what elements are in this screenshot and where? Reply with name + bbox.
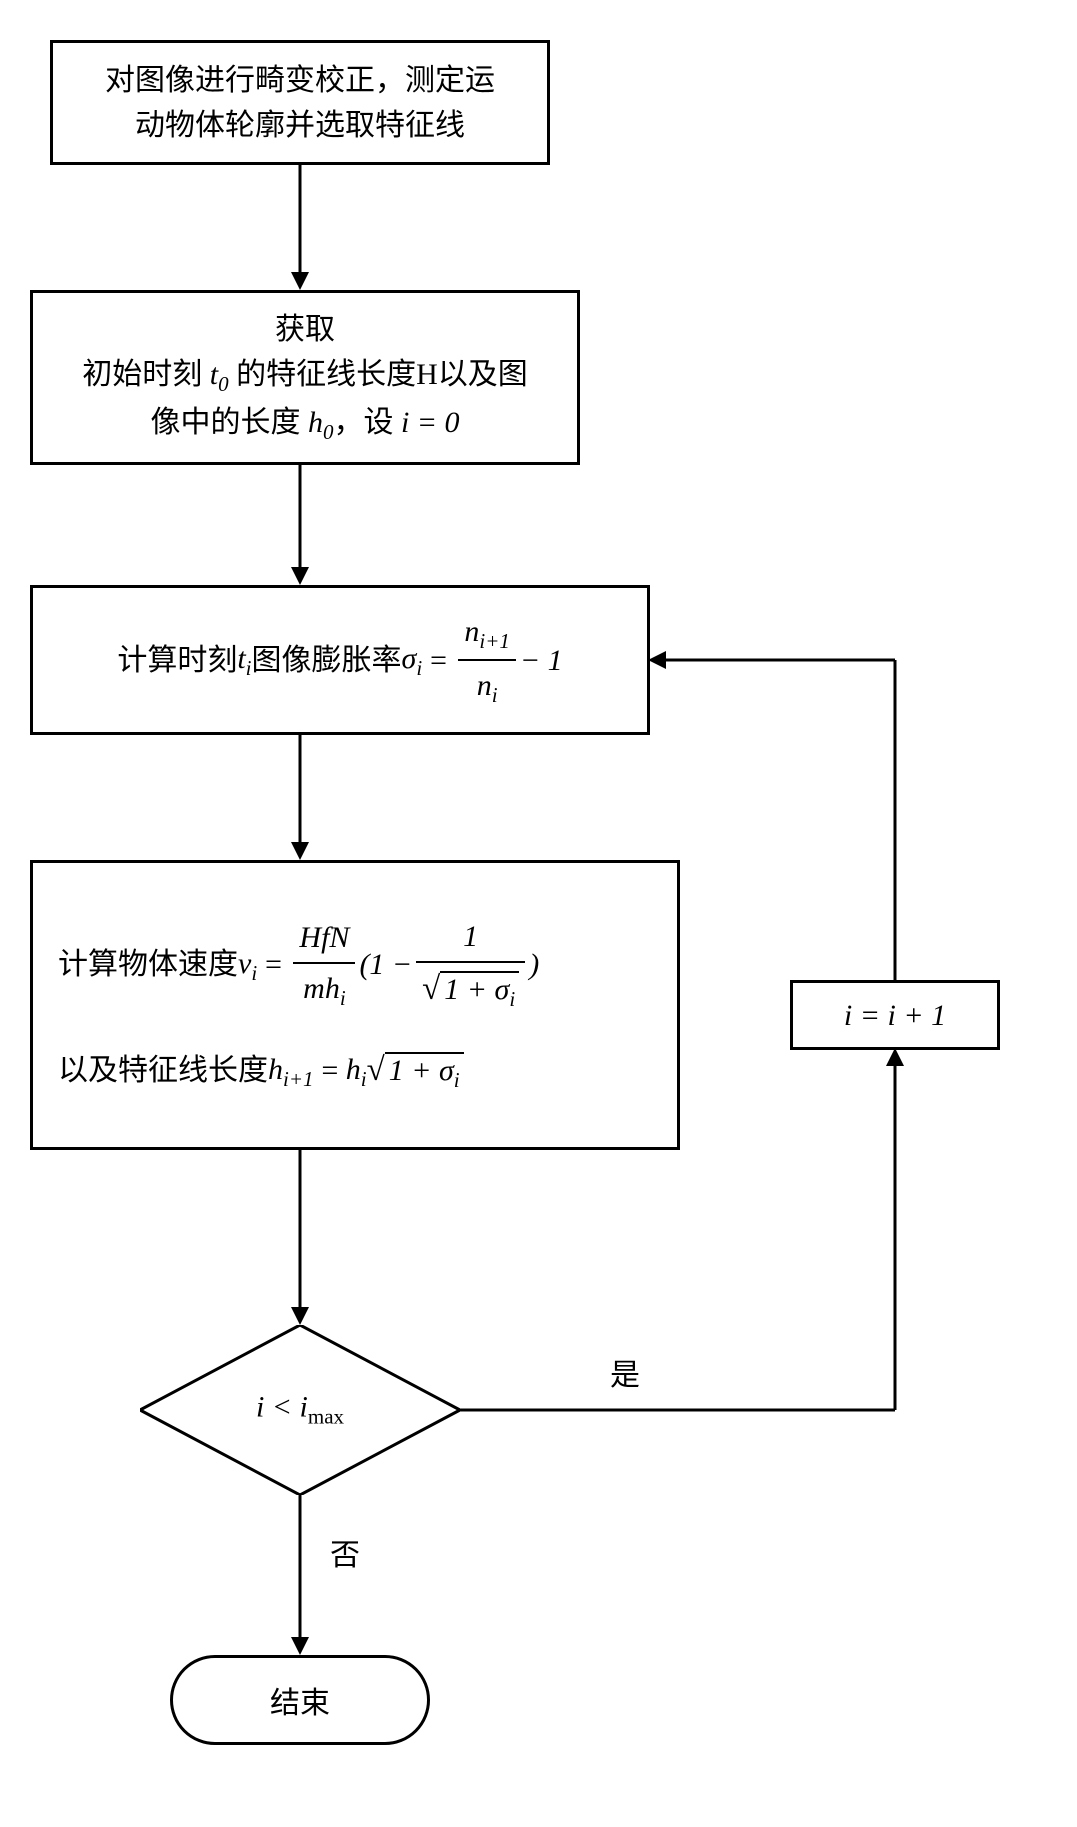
step2-line3: 像中的长度 h0，设 i = 0 bbox=[150, 400, 459, 449]
increment-process: i = i + 1 bbox=[790, 980, 1000, 1050]
step1-process: 对图像进行畸变校正，测定运 动物体轮廓并选取特征线 bbox=[50, 40, 550, 165]
end-text: 结束 bbox=[270, 1678, 330, 1722]
flowchart-container: 对图像进行畸变校正，测定运 动物体轮廓并选取特征线 获取 初始时刻 t0 的特征… bbox=[0, 0, 1077, 1827]
arrow-no bbox=[288, 1495, 312, 1658]
step2-process: 获取 初始时刻 t0 的特征线长度H以及图 像中的长度 h0，设 i = 0 bbox=[30, 290, 580, 465]
arrow-4 bbox=[288, 1150, 312, 1328]
step2-line2: 初始时刻 t0 的特征线长度H以及图 bbox=[82, 352, 528, 401]
arrow-1 bbox=[288, 165, 312, 293]
step2-line1: 获取 bbox=[275, 307, 335, 352]
arrow-loop bbox=[645, 648, 905, 983]
increment-text: i = i + 1 bbox=[844, 993, 946, 1038]
step3-process: 计算时刻 ti 图像膨胀率 σi = ni+1 ni − 1 bbox=[30, 585, 650, 735]
step1-line2: 动物体轮廓并选取特征线 bbox=[135, 103, 465, 148]
step4-line2: 以及特征线长度 hi+1 = hi √1 + σi bbox=[58, 1046, 464, 1097]
no-label: 否 bbox=[330, 1530, 360, 1574]
decision-text: i < imax bbox=[256, 1391, 344, 1430]
step1-line1: 对图像进行畸变校正，测定运 bbox=[105, 58, 495, 103]
step3-content: 计算时刻 ti 图像膨胀率 σi = ni+1 ni − 1 bbox=[117, 609, 562, 712]
step4-line1: 计算物体速度 vi = HfN mhi (1 − 1 √1 + σi ) bbox=[58, 914, 539, 1016]
arrow-yes bbox=[460, 1045, 910, 1415]
decision-diamond: i < imax bbox=[140, 1325, 460, 1495]
arrow-2 bbox=[288, 465, 312, 588]
arrow-3 bbox=[288, 735, 312, 863]
end-terminator: 结束 bbox=[170, 1655, 430, 1745]
